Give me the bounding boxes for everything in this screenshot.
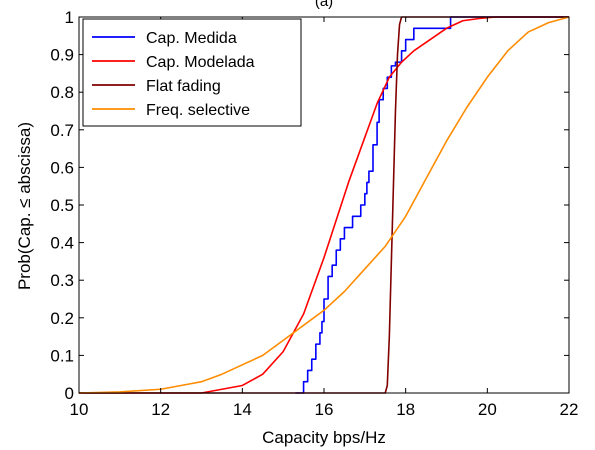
series-line-4 (78, 16, 570, 394)
y-tick-label: 0 (65, 384, 74, 403)
series-line-1 (295, 16, 569, 394)
series-line-3 (79, 16, 569, 394)
series-line-2 (79, 16, 569, 394)
x-tick-label: 20 (478, 400, 497, 419)
legend-label: Cap. Modelada (146, 54, 255, 71)
legend-label: Cap. Medida (146, 30, 237, 47)
x-axis-label: Capacity bps/Hz (262, 428, 386, 447)
legend-label: Flat fading (146, 78, 221, 95)
legend: Cap. Medida Cap. Modelada Flat fading Freq.… (82, 18, 302, 127)
y-tick-label: 0.4 (50, 234, 74, 253)
y-tick-label: 0.8 (50, 83, 74, 102)
y-tick-label: 0.2 (50, 309, 74, 328)
y-tick-label: 0.3 (50, 271, 74, 290)
x-tick-label: 22 (560, 400, 579, 419)
y-tick-label: 0.6 (50, 158, 74, 177)
y-tick-label: 0.7 (50, 121, 74, 140)
x-tick-label: 10 (70, 400, 89, 419)
chart-title: (a) (315, 0, 333, 10)
x-tick-label: 16 (315, 400, 334, 419)
legend-label: Freq. selective (146, 102, 250, 119)
x-tick-label: 14 (233, 400, 252, 419)
y-tick-label: 0.1 (50, 346, 74, 365)
y-tick-label: 0.9 (50, 46, 74, 65)
y-tick-label: 0.5 (50, 196, 74, 215)
series-layer (78, 16, 570, 394)
y-axis-label: Prob(Cap. ≤ abscissa) (15, 122, 34, 290)
x-tick-label: 12 (151, 400, 170, 419)
y-tick-label: 1 (65, 8, 74, 27)
ticks-layer: 10 12 14 16 18 20 22 0 0.1 0.2 0.3 0.4 0.5 0.6 0.7 0.8 0… (50, 8, 578, 419)
x-tick-label: 18 (396, 400, 415, 419)
